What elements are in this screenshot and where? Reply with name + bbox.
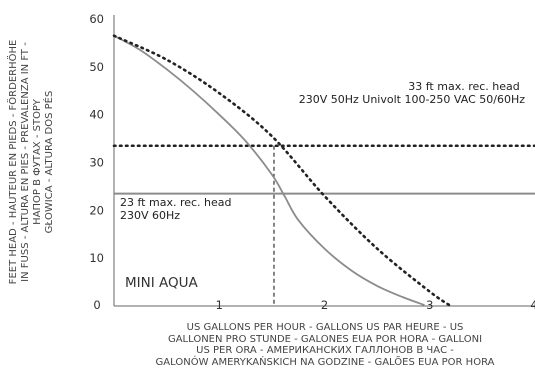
y-axis-title-line-1: FEET HEAD - HAUTEUR EN PIEDS - FÖRDERHÖH… (6, 40, 19, 285)
series-curve-2 (112, 34, 453, 308)
x-axis-title-line-2: GALLONEN PRO STUNDE - GALONES EUA POR HO… (167, 333, 483, 345)
reference-label-33ft-line-1: 33 ft max. rec. head (408, 80, 520, 93)
x-tick-label: 1 (216, 298, 223, 312)
x-tick-label: 0 (93, 298, 100, 312)
y-axis-title: FEET HEAD - HAUTEUR EN PIEDS - FÖRDERHÖH… (6, 40, 55, 285)
y-axis-title-line-4: GŁOWICA - ALTURA DOS PÉS (42, 91, 55, 234)
reference-label-23ft-line-1: 23 ft max. rec. head (120, 196, 232, 209)
series-curve-1 (113, 34, 425, 306)
y-tick-label: 60 (89, 12, 104, 26)
y-tick-label: 50 (89, 60, 104, 74)
y-tick-label: 10 (89, 251, 104, 265)
x-axis-title-line-3: US PER ORA - АМЕРИКАНСКИХ ГАЛЛОНОВ В ЧАС… (196, 345, 454, 356)
y-tick-label: 30 (89, 156, 104, 170)
x-tick-label: 4 (530, 298, 535, 312)
y-axis-title-line-3: НАПОР В ФУТАХ - STOPY (32, 98, 43, 225)
y-axis-title-line-2: IN FUSS - ALTURA EN PIES - PREVALENZA IN… (20, 42, 31, 282)
y-tick-label: 40 (89, 108, 104, 122)
y-tick-label: 20 (89, 203, 104, 217)
x-axis-title-line-4: GALONÓW AMERYKAŃSKICH NA GODZINE - GALÕE… (155, 356, 495, 368)
reference-label-33ft-line-2: 230V 50Hz Univolt 100-250 VAC 50/60Hz (299, 93, 525, 106)
x-tick-label: 3 (426, 298, 433, 312)
x-tick-label: 2 (321, 298, 328, 312)
x-axis-title-line-1: US GALLONS PER HOUR - GALLONS US PAR HEU… (186, 322, 464, 333)
reference-label-23ft-line-2: 230V 60Hz (120, 209, 180, 222)
chart-title: MINI AQUA (125, 275, 199, 291)
x-axis-title: US GALLONS PER HOUR - GALLONS US PAR HEU… (110, 322, 535, 368)
